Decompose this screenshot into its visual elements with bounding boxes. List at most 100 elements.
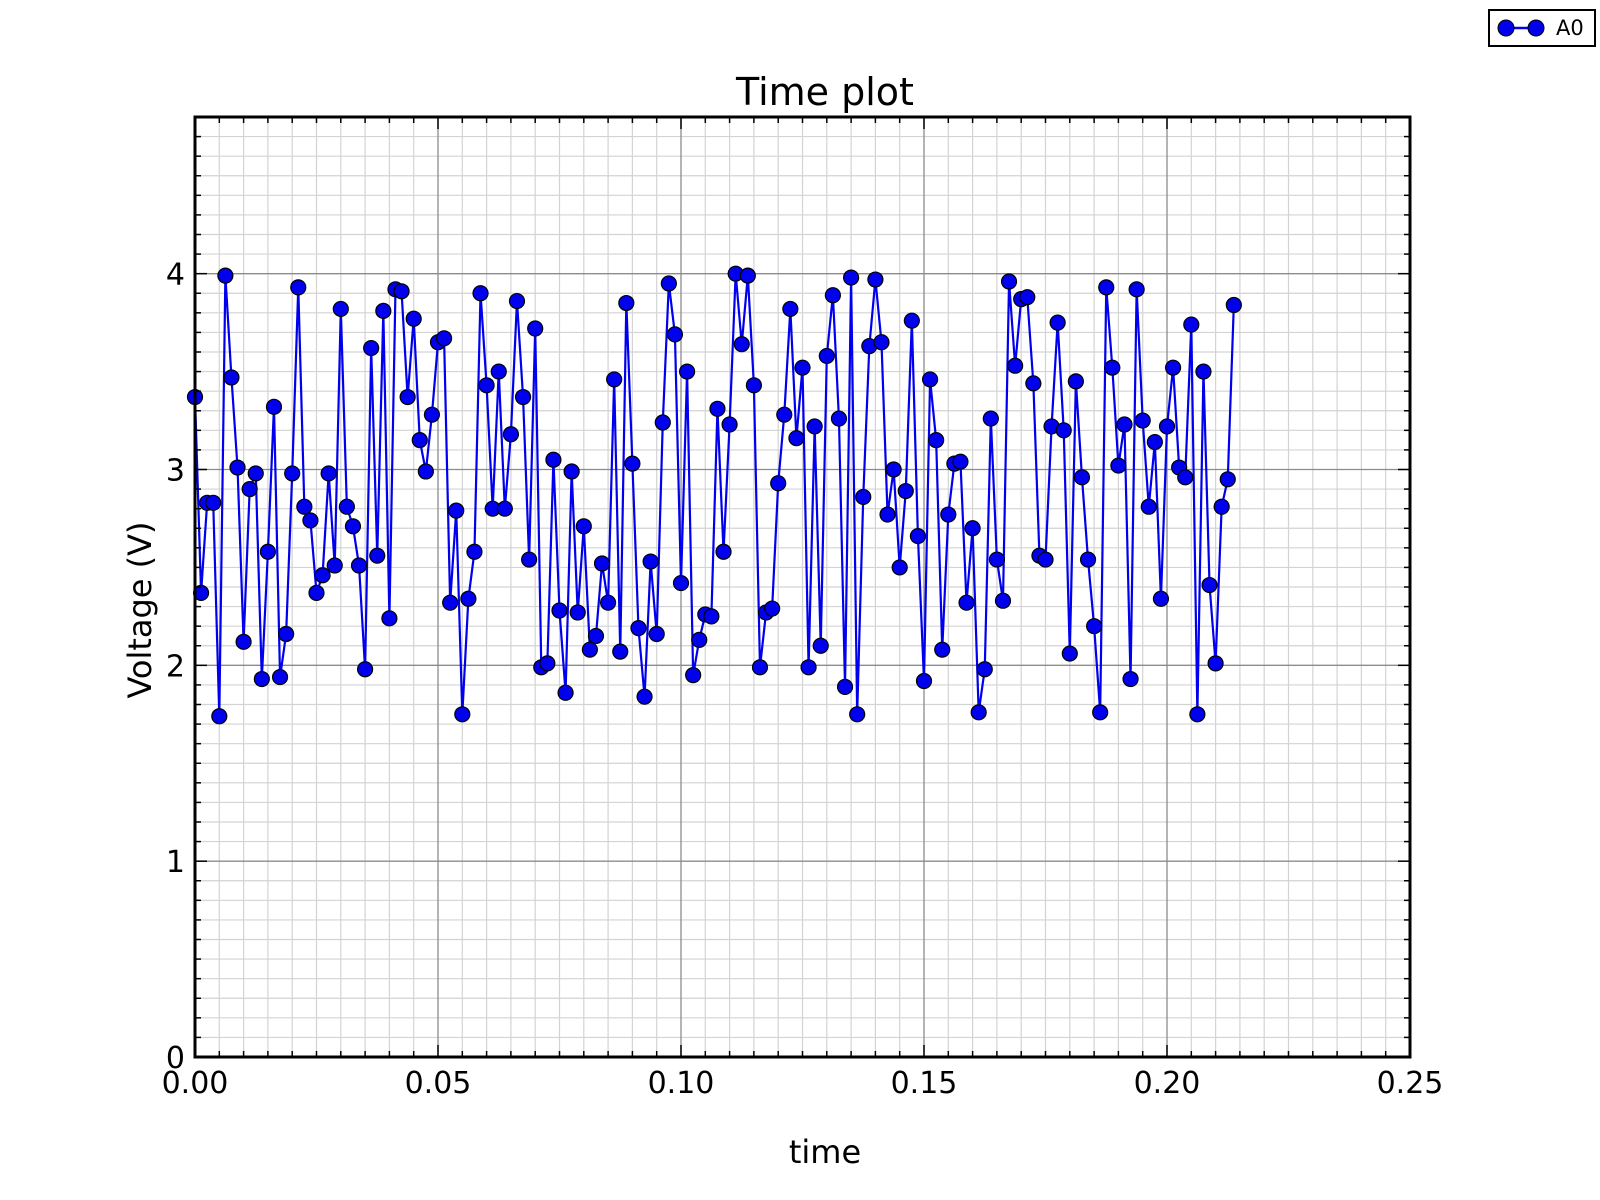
- x-tick-label: 0.25: [1377, 1066, 1444, 1101]
- data-point: [703, 608, 720, 625]
- data-point: [630, 620, 647, 637]
- data-point: [539, 655, 556, 672]
- data-point: [782, 300, 799, 318]
- y-tick-label: 3: [166, 454, 185, 489]
- y-tick-label: 2: [166, 649, 185, 684]
- data-point: [448, 502, 465, 519]
- data-point: [521, 551, 538, 568]
- data-point: [375, 302, 392, 319]
- data-point: [873, 334, 890, 351]
- data-point: [928, 432, 945, 449]
- data-point: [1201, 576, 1218, 594]
- data-point: [326, 557, 343, 574]
- data-point: [369, 547, 386, 564]
- legend: A0: [1488, 9, 1596, 47]
- y-tick-label: 0: [166, 1041, 185, 1076]
- data-point: [1079, 551, 1097, 568]
- data-point: [363, 339, 380, 357]
- data-point: [314, 567, 331, 584]
- data-point: [1019, 289, 1036, 306]
- data-point: [940, 506, 957, 523]
- data-point: [764, 600, 781, 617]
- data-point: [1037, 551, 1054, 568]
- data-point: [824, 287, 841, 304]
- data-point: [934, 641, 951, 658]
- x-tick-label: 0.10: [648, 1066, 715, 1101]
- data-point: [253, 670, 270, 688]
- data-point: [606, 371, 623, 388]
- data-point: [1055, 422, 1072, 439]
- data-point: [612, 643, 629, 660]
- data-point: [1183, 316, 1200, 333]
- data-point: [636, 688, 653, 705]
- data-point: [587, 627, 605, 645]
- x-tick-label: 0.05: [405, 1066, 472, 1101]
- data-point: [1128, 281, 1145, 298]
- data-point: [205, 494, 222, 511]
- data-point: [982, 410, 999, 427]
- data-point: [296, 498, 313, 515]
- data-point: [393, 283, 410, 300]
- data-point: [320, 465, 337, 482]
- data-point: [338, 498, 355, 515]
- data-point: [678, 363, 696, 380]
- data-point: [897, 482, 914, 500]
- data-point: [1073, 469, 1091, 486]
- data-point: [265, 398, 283, 415]
- x-tick-labels: 0.00 0.05 0.10 0.15 0.20 0.25: [162, 1066, 1444, 1101]
- data-point: [970, 704, 987, 721]
- legend-label-a0: A0: [1556, 16, 1584, 40]
- data-point: [411, 432, 428, 449]
- data-point: [891, 559, 908, 576]
- data-point: [715, 543, 732, 560]
- data-point: [776, 406, 793, 423]
- data-point: [460, 590, 477, 607]
- data-point: [994, 592, 1012, 609]
- data-point: [1225, 296, 1242, 314]
- series-a0: [186, 265, 1242, 725]
- data-point: [350, 557, 368, 574]
- data-point: [1158, 418, 1176, 435]
- data-point: [1164, 359, 1182, 376]
- data-point: [818, 347, 835, 365]
- axis-ticks: [194, 116, 1411, 1058]
- data-point: [849, 706, 866, 723]
- data-point: [502, 426, 519, 443]
- data-point: [1085, 618, 1103, 635]
- data-point: [417, 463, 434, 480]
- data-point: [454, 706, 471, 723]
- data-point: [1152, 590, 1170, 607]
- data-point: [302, 512, 319, 529]
- data-point: [806, 418, 823, 435]
- data-point: [1067, 373, 1084, 390]
- data-point: [836, 678, 854, 695]
- data-point: [241, 480, 258, 498]
- data-point: [1177, 469, 1194, 486]
- data-point: [490, 363, 507, 380]
- data-point: [921, 371, 939, 388]
- data-point: [648, 625, 665, 643]
- y-tick-label: 4: [166, 258, 185, 293]
- data-point: [788, 430, 805, 447]
- data-point: [496, 500, 513, 517]
- data-point: [1116, 416, 1133, 433]
- data-point: [1146, 433, 1163, 451]
- data-point: [685, 667, 702, 684]
- data-point: [915, 672, 933, 690]
- data-point: [855, 488, 872, 506]
- x-axis-label: time: [788, 1133, 862, 1171]
- data-point: [1207, 655, 1224, 672]
- data-point: [466, 543, 483, 560]
- data-point: [545, 451, 562, 468]
- data-point: [235, 633, 252, 650]
- data-point: [721, 416, 738, 433]
- data-point: [733, 336, 750, 353]
- data-point: [1092, 704, 1109, 721]
- data-point: [381, 610, 398, 627]
- data-point: [1000, 273, 1018, 290]
- data-point: [666, 326, 684, 343]
- data-point: [551, 602, 568, 619]
- data-point: [478, 377, 495, 394]
- data-point: [879, 506, 896, 523]
- data-point: [527, 320, 544, 337]
